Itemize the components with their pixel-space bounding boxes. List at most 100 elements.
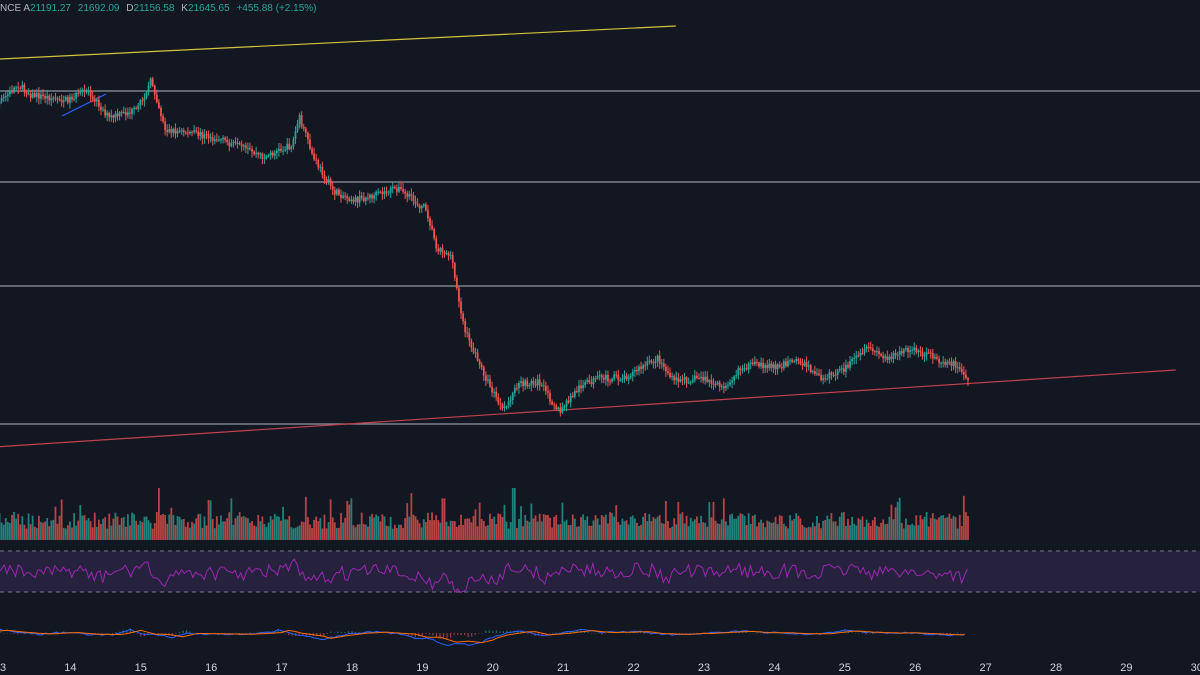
macd-histogram-bar (421, 633, 423, 636)
volume-bar (191, 521, 193, 540)
volume-bar (482, 521, 485, 540)
macd-histogram-bar (439, 633, 441, 640)
volume-bar (946, 517, 949, 540)
candle-body (482, 367, 485, 376)
candle-body (702, 377, 705, 381)
candle-body (751, 362, 754, 365)
volume-bar (114, 512, 117, 540)
candle-body (288, 143, 291, 150)
volume-bar (706, 526, 709, 540)
volume-bar (619, 524, 622, 540)
candle-body (184, 132, 187, 134)
volume-bar (590, 525, 593, 540)
candle-body (155, 94, 158, 103)
macd-histogram-bar (865, 633, 867, 635)
candle-body (249, 148, 251, 150)
candle-body (919, 350, 922, 352)
candle-body (391, 186, 394, 189)
candle-body (325, 179, 328, 182)
candle-body (629, 375, 632, 378)
candle-body (472, 347, 475, 353)
volume-bar (654, 518, 657, 540)
candle-body (571, 395, 574, 397)
candle-body (226, 139, 229, 143)
candle-body (636, 370, 638, 372)
macd-histogram-bar (481, 632, 483, 634)
candle-body (760, 362, 762, 367)
volume-bar (445, 521, 448, 540)
volume-bar (865, 519, 868, 540)
volume-bar (956, 528, 959, 540)
candle-body (118, 112, 121, 117)
volume-bar (234, 518, 237, 540)
candle-body (406, 193, 409, 197)
candle-body (79, 90, 82, 94)
macd-histogram-bar (618, 632, 621, 634)
candle-body (762, 362, 765, 369)
macd-histogram-bar (882, 633, 885, 634)
volume-bar (836, 525, 839, 540)
volume-bar (499, 514, 502, 540)
candle-body (710, 380, 713, 384)
macd-histogram-bar (94, 633, 96, 634)
candle-body (511, 392, 514, 401)
candle-body (342, 195, 344, 198)
volume-bar (528, 521, 531, 540)
volume-bar (714, 520, 717, 540)
candle-body (50, 98, 53, 101)
candle-body (851, 358, 854, 362)
volume-bar (331, 517, 334, 540)
candle-body (592, 378, 595, 385)
candle-body (350, 199, 353, 202)
macd-histogram-bar (249, 632, 251, 633)
macd-histogram-bar (140, 633, 142, 637)
candle-body (565, 400, 568, 407)
candle-body (687, 382, 690, 384)
volume-bar (876, 525, 878, 540)
candle-body (871, 348, 874, 352)
macd-histogram-bar (358, 632, 360, 633)
volume-bar (743, 515, 746, 540)
macd-histogram-bar (502, 631, 504, 633)
volume-bar (19, 524, 22, 540)
volume-bar (540, 521, 543, 540)
volume-bar (155, 512, 158, 540)
volume-bar (518, 518, 520, 540)
volume-bar (35, 527, 38, 540)
volume-bar (538, 513, 541, 540)
horizontal-levels (0, 90, 1200, 425)
candle-body (346, 196, 349, 199)
candle-body (398, 186, 400, 192)
volume-bar (271, 519, 274, 540)
volume-bar (424, 522, 427, 540)
candle-body (85, 91, 88, 93)
volume-bar (462, 525, 464, 540)
volume-bar (381, 514, 384, 540)
candle-body (691, 379, 694, 382)
candle-body (646, 361, 649, 366)
candle-body (547, 391, 549, 393)
volume-bar (927, 526, 930, 540)
volume-bar (160, 515, 162, 540)
macd-histogram-bar (291, 633, 293, 636)
volume-bar (718, 524, 721, 540)
volume-bar (62, 527, 65, 540)
candle-body (716, 382, 719, 385)
candle-body (367, 197, 369, 199)
candle-body (402, 189, 404, 192)
x-tick-label: 29 (1120, 662, 1132, 674)
volume-bar (360, 512, 363, 540)
candle-body (73, 98, 75, 100)
volume-bar (455, 526, 458, 540)
volume-bar (215, 516, 218, 540)
macd-histogram-bar (963, 633, 966, 634)
volume-bar (650, 521, 653, 540)
candle-body (290, 146, 293, 150)
volume-bar (253, 525, 255, 540)
candle-body (913, 347, 916, 351)
candle-body (9, 90, 11, 95)
candle-body (319, 166, 322, 168)
volume-bar (729, 514, 731, 540)
candle-body (124, 112, 127, 116)
